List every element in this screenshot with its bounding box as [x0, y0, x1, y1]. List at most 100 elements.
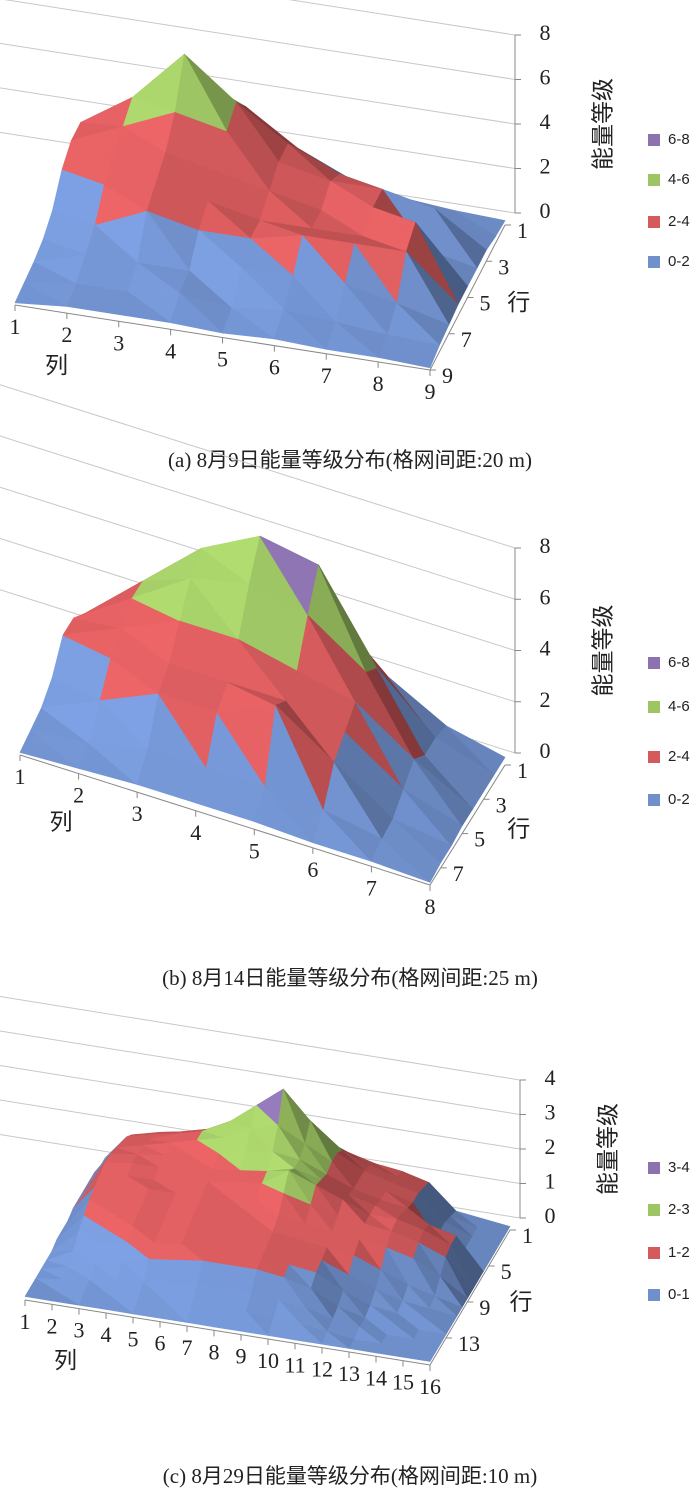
surface-facet	[402, 1347, 431, 1362]
surface-facet	[381, 838, 442, 883]
x-tick-label: 6	[269, 355, 280, 380]
legend-swatch	[648, 216, 660, 228]
grid-line	[0, 1030, 521, 1115]
x-tick-label: 5	[217, 347, 228, 372]
surface-facet	[118, 291, 171, 324]
surface-facet	[435, 737, 495, 792]
x-tick-label: 4	[190, 820, 201, 845]
y-tick-label: 1	[517, 758, 528, 783]
x-tick-label: 2	[47, 1313, 58, 1338]
legend-label: 0-2	[668, 791, 690, 808]
surface-facet	[170, 293, 223, 334]
surface-facet	[14, 282, 68, 307]
y-tick-label: 5	[474, 827, 485, 852]
x-tick-label: 3	[113, 330, 124, 355]
legend-label: 0-2	[668, 253, 690, 270]
y-axis-label: 行	[507, 290, 530, 315]
x-tick-label: 7	[321, 363, 332, 388]
legend-swatch	[648, 751, 660, 763]
surface-facet	[424, 754, 484, 810]
x-tick-label: 4	[165, 338, 176, 363]
x-tick-label: 3	[132, 801, 143, 826]
surface-facet	[78, 1292, 107, 1310]
x-tick-label: 11	[284, 1352, 305, 1377]
caption: (b) 8月14日能量等级分布(格网间距:25 m)	[162, 966, 538, 990]
x-tick-label: 2	[61, 322, 72, 347]
z-axis-label: 能量等级	[590, 605, 615, 697]
x-axis-label: 列	[45, 353, 68, 378]
surface-facet	[66, 283, 120, 315]
surface-facet	[446, 725, 506, 775]
z-tick-label: 8	[540, 20, 551, 45]
legend-label: 2-3	[668, 1201, 690, 1218]
y-tick-label: 5	[480, 291, 491, 316]
z-axis-label: 能量等级	[595, 1103, 620, 1195]
x-axis	[24, 1299, 431, 1366]
x-tick-label: 1	[20, 1309, 31, 1334]
grid-line	[4, 0, 516, 80]
y-axis	[429, 1229, 511, 1366]
surface-facet	[348, 1339, 377, 1354]
legend-swatch	[648, 1162, 660, 1174]
x-tick-label: 7	[366, 875, 377, 900]
grid-line	[288, 0, 516, 36]
x-tick-label: 9	[236, 1344, 247, 1369]
legend-label: 2-4	[668, 213, 690, 230]
y-axis-label: 行	[510, 1290, 533, 1315]
x-tick-label: 8	[373, 371, 384, 396]
x-tick-label: 4	[101, 1322, 112, 1347]
z-tick-label: 2	[545, 1134, 556, 1159]
legend-swatch	[648, 701, 660, 713]
x-tick-label: 6	[155, 1331, 166, 1356]
y-tick-label: 7	[453, 861, 464, 886]
surface-facet	[392, 818, 452, 864]
x-axis	[19, 754, 431, 886]
x-tick-label: 13	[338, 1361, 360, 1386]
y-tick-label: 3	[498, 254, 509, 279]
surface-facet	[267, 1319, 296, 1341]
grid-line	[0, 42, 516, 125]
surface-facet	[321, 1331, 350, 1349]
x-tick-label: 3	[74, 1318, 85, 1343]
x-tick-label: 16	[419, 1374, 441, 1399]
surface-facet	[132, 1297, 161, 1319]
surface-facet	[24, 1287, 53, 1302]
surface-facet	[213, 1307, 242, 1332]
grid-line	[0, 996, 521, 1081]
surface-facet	[240, 1311, 269, 1336]
surface-facet	[274, 309, 327, 350]
x-tick-label: 12	[311, 1357, 333, 1382]
z-tick-label: 2	[540, 154, 551, 179]
surface-facet	[325, 321, 379, 358]
legend-swatch	[648, 256, 660, 268]
x-tick-label: 8	[209, 1339, 220, 1364]
y-tick-label: 1	[517, 218, 528, 243]
legend-swatch	[648, 134, 660, 146]
legend-swatch	[648, 794, 660, 806]
z-tick-label: 2	[540, 687, 551, 712]
surface-facet	[413, 759, 474, 827]
legend-swatch	[648, 1289, 660, 1301]
y-tick-label: 13	[458, 1331, 480, 1356]
x-axis-label: 列	[50, 809, 73, 834]
legend-label: 0-1	[668, 1286, 690, 1303]
legend-label: 4-6	[668, 171, 690, 188]
x-tick-label: 5	[128, 1326, 139, 1351]
z-tick-label: 3	[545, 1100, 556, 1125]
surface-facet	[377, 334, 431, 369]
z-tick-label: 8	[540, 533, 551, 558]
grid-line	[0, 384, 516, 549]
grid-line	[0, 435, 516, 600]
y-axis-label: 行	[507, 816, 530, 841]
caption: (a) 8月9日能量等级分布(格网间距:20 m)	[168, 448, 532, 472]
z-tick-label: 0	[540, 738, 551, 763]
x-tick-label: 9	[425, 379, 436, 404]
surface-facet	[105, 1296, 134, 1315]
x-tick-label: 8	[425, 894, 436, 919]
legend-label: 1-2	[668, 1244, 690, 1261]
z-tick-label: 4	[540, 636, 551, 661]
legend-label: 6-8	[668, 131, 690, 148]
y-tick-label: 7	[461, 327, 472, 352]
